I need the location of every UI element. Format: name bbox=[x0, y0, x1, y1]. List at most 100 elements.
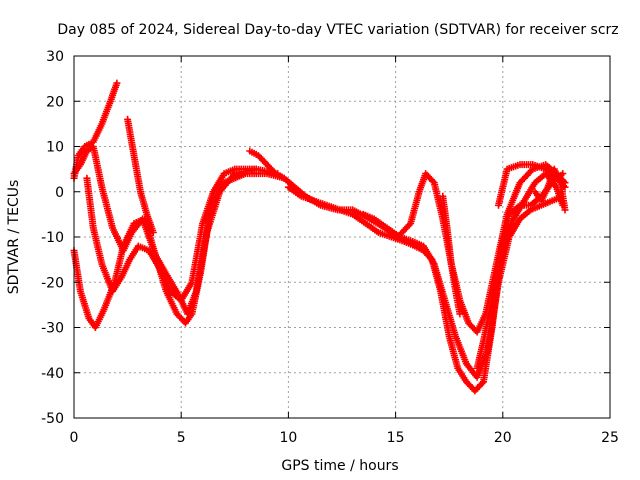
data-point bbox=[254, 152, 262, 160]
data-point bbox=[349, 210, 357, 218]
data-point bbox=[537, 197, 545, 205]
data-point bbox=[91, 324, 99, 331]
data-point bbox=[76, 287, 84, 295]
data-point bbox=[473, 373, 481, 381]
data-point bbox=[149, 229, 157, 236]
data-point bbox=[100, 305, 108, 313]
data-point bbox=[443, 224, 451, 232]
data-point bbox=[130, 152, 138, 160]
data-point bbox=[263, 161, 271, 169]
data-point bbox=[246, 147, 254, 155]
y-tick-label: 10 bbox=[46, 140, 64, 156]
y-tick-label: -20 bbox=[41, 275, 64, 291]
data-point bbox=[126, 256, 134, 264]
data-point bbox=[81, 143, 89, 150]
x-tick-label: 5 bbox=[177, 430, 186, 446]
data-point bbox=[422, 170, 430, 178]
data-point bbox=[454, 364, 462, 372]
data-point bbox=[209, 188, 217, 196]
data-point bbox=[83, 174, 91, 182]
data-point bbox=[415, 188, 423, 196]
x-axis-title: GPS time / hours bbox=[281, 458, 398, 474]
series-arc-3 bbox=[70, 166, 279, 330]
data-point bbox=[529, 161, 537, 169]
data-point bbox=[452, 287, 460, 295]
data-point bbox=[106, 97, 114, 105]
x-tick-label: 15 bbox=[387, 430, 405, 446]
x-tick-label: 20 bbox=[494, 430, 512, 446]
data-point bbox=[182, 319, 189, 327]
data-point bbox=[284, 183, 292, 191]
data-point bbox=[462, 360, 470, 368]
data-point bbox=[89, 224, 97, 232]
data-point bbox=[387, 233, 395, 241]
data-point bbox=[130, 219, 138, 227]
series-arc-12 bbox=[532, 167, 569, 212]
data-point bbox=[85, 314, 93, 322]
data-point bbox=[441, 296, 449, 304]
data-point bbox=[117, 274, 125, 282]
data-point bbox=[199, 219, 207, 227]
series-arc-8 bbox=[362, 193, 565, 380]
data-points bbox=[70, 79, 569, 395]
data-point bbox=[280, 174, 288, 182]
data-point bbox=[544, 183, 552, 191]
y-tick-label: -50 bbox=[41, 411, 64, 427]
data-point bbox=[465, 319, 472, 327]
data-point bbox=[188, 278, 196, 286]
data-point bbox=[447, 260, 455, 268]
grid bbox=[74, 56, 610, 418]
chart-title: Day 085 of 2024, Sidereal Day-to-day VTE… bbox=[57, 22, 618, 38]
data-point bbox=[520, 197, 528, 205]
y-tick-label: 30 bbox=[46, 49, 64, 65]
data-point bbox=[145, 247, 153, 255]
data-point bbox=[516, 215, 524, 223]
data-point bbox=[177, 296, 185, 304]
data-point bbox=[499, 238, 507, 245]
y-tick-label: -40 bbox=[41, 366, 64, 382]
data-point bbox=[473, 328, 481, 336]
x-tick-label: 0 bbox=[70, 430, 79, 446]
data-point bbox=[383, 224, 391, 232]
data-point bbox=[439, 192, 447, 200]
data-point bbox=[531, 179, 539, 187]
data-point bbox=[486, 305, 494, 313]
data-point bbox=[336, 206, 344, 214]
data-point bbox=[184, 310, 192, 318]
data-point bbox=[527, 167, 535, 175]
data-point bbox=[503, 165, 511, 173]
data-point bbox=[516, 161, 524, 169]
data-point bbox=[167, 287, 174, 295]
data-point bbox=[252, 165, 260, 173]
data-point bbox=[480, 337, 487, 345]
data-point bbox=[429, 177, 437, 185]
data-point bbox=[407, 219, 415, 227]
data-point bbox=[396, 233, 404, 241]
data-point bbox=[220, 170, 228, 178]
data-point bbox=[272, 170, 279, 178]
axis-ticks: 0 5 10 15 20 25 -50 -40 -30 -20 -10 0 10 20 30 bbox=[41, 49, 619, 446]
data-point bbox=[83, 147, 91, 155]
data-point bbox=[374, 229, 382, 236]
data-point bbox=[113, 79, 121, 87]
data-point bbox=[542, 165, 550, 173]
data-point bbox=[134, 242, 142, 250]
data-point bbox=[98, 183, 106, 191]
data-point bbox=[156, 265, 164, 273]
data-point bbox=[231, 165, 239, 173]
x-tick-label: 25 bbox=[601, 430, 619, 446]
series-arc-4 bbox=[83, 165, 258, 303]
data-point bbox=[89, 143, 97, 150]
data-point bbox=[362, 219, 370, 227]
data-point bbox=[559, 170, 567, 178]
data-point bbox=[405, 221, 413, 229]
y-tick-label: -10 bbox=[41, 230, 64, 246]
y-tick-label: 0 bbox=[55, 185, 64, 201]
data-point bbox=[473, 364, 481, 372]
data-point bbox=[370, 215, 378, 223]
data-point bbox=[270, 168, 278, 176]
data-point bbox=[297, 192, 305, 200]
data-point bbox=[561, 206, 569, 214]
data-point bbox=[420, 242, 427, 250]
